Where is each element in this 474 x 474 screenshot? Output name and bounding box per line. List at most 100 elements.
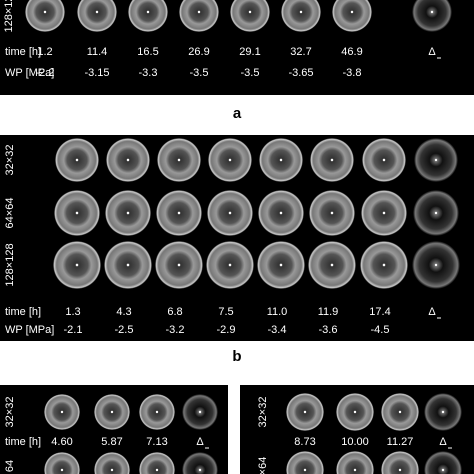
scan-center bbox=[126, 211, 130, 215]
scan-center bbox=[60, 410, 64, 414]
scan-image bbox=[94, 452, 130, 474]
wp-value: -2.1 bbox=[64, 324, 83, 336]
scan-center bbox=[303, 410, 307, 414]
scan-image bbox=[139, 452, 175, 474]
scan-center bbox=[228, 211, 232, 215]
scan-center bbox=[198, 410, 202, 414]
scan-center bbox=[228, 263, 232, 267]
scan-image bbox=[412, 0, 452, 32]
time-value: 6.8 bbox=[167, 306, 182, 318]
wp-value: -3.8 bbox=[343, 67, 362, 79]
time-value: Δ bbox=[196, 436, 204, 448]
wp-value: -3.65 bbox=[288, 67, 313, 79]
scan-image bbox=[25, 0, 65, 32]
row-label: 64 bbox=[4, 460, 16, 472]
scan-center bbox=[177, 263, 181, 267]
time-value: 16.5 bbox=[137, 46, 158, 58]
scan-center bbox=[43, 10, 47, 14]
wp-value: -2.9 bbox=[217, 324, 236, 336]
scan-center bbox=[75, 211, 79, 215]
scan-center bbox=[248, 10, 252, 14]
time-value: 11.9 bbox=[318, 306, 339, 318]
scan-center bbox=[330, 211, 334, 215]
scan-image bbox=[230, 0, 270, 32]
scan-center bbox=[382, 211, 386, 215]
wp-value: -3.6 bbox=[319, 324, 338, 336]
scan-center bbox=[353, 468, 357, 472]
wp-value: -2.2 bbox=[36, 67, 55, 79]
scan-center bbox=[382, 263, 386, 267]
scan-image bbox=[128, 0, 168, 32]
scan-image bbox=[281, 0, 321, 32]
scan-center bbox=[299, 10, 303, 14]
scan-center bbox=[279, 211, 283, 215]
wp-value: -2.5 bbox=[115, 324, 134, 336]
panel-label: b bbox=[232, 348, 241, 365]
wp-value: -3.5 bbox=[241, 67, 260, 79]
time-value: 46.9 bbox=[341, 46, 362, 58]
scan-center bbox=[279, 263, 283, 267]
row-label: 128×128 bbox=[4, 243, 16, 286]
scan-center bbox=[353, 410, 357, 414]
time-value: 26.9 bbox=[188, 46, 209, 58]
wp-value: -4.5 bbox=[371, 324, 390, 336]
wp-value: -3.3 bbox=[139, 67, 158, 79]
scan-center bbox=[382, 158, 386, 162]
scan-center bbox=[126, 158, 130, 162]
time-value: 8.73 bbox=[294, 436, 315, 448]
panel-label: a bbox=[233, 105, 242, 122]
row-label: ×64 bbox=[257, 457, 269, 474]
time-value: 7.5 bbox=[218, 306, 233, 318]
time-value: 29.1 bbox=[239, 46, 260, 58]
scan-center bbox=[398, 468, 402, 472]
time-value: 7.13 bbox=[146, 436, 167, 448]
time-label: time [h] bbox=[5, 306, 41, 318]
scan-image bbox=[44, 452, 80, 474]
scan-center bbox=[434, 211, 438, 215]
scan-image bbox=[286, 451, 324, 474]
scan-image bbox=[336, 451, 374, 474]
scan-center bbox=[155, 410, 159, 414]
time-value: 4.60 bbox=[51, 436, 72, 448]
time-value: 11.0 bbox=[267, 306, 288, 318]
scan-center bbox=[430, 10, 434, 14]
row-label: 32×32 bbox=[257, 397, 269, 428]
wp-value: -3.5 bbox=[190, 67, 209, 79]
scan-center bbox=[398, 410, 402, 414]
wp-label: WP [MPa] bbox=[5, 324, 54, 336]
scan-center bbox=[126, 263, 130, 267]
time-value: 1.2 bbox=[37, 46, 52, 58]
time-value: 10.00 bbox=[341, 436, 369, 448]
scan-center bbox=[110, 468, 114, 472]
row-label: 128×12 bbox=[3, 0, 15, 33]
scan-center bbox=[279, 158, 283, 162]
time-value: 11.4 bbox=[87, 46, 108, 58]
scan-image bbox=[332, 0, 372, 32]
scan-center bbox=[350, 10, 354, 14]
time-value: 32.7 bbox=[290, 46, 311, 58]
time-value: Δ bbox=[439, 436, 447, 448]
wp-value: -3.2 bbox=[166, 324, 185, 336]
content: 128×12 time [h] WP [MPa] 1.2 11.4 16.5 26.9 29.… bbox=[3, 0, 462, 474]
scan-center bbox=[303, 468, 307, 472]
scan-center bbox=[177, 158, 181, 162]
scan-center bbox=[330, 158, 334, 162]
time-value: 4.3 bbox=[116, 306, 131, 318]
scan-center bbox=[198, 468, 202, 472]
scan-image bbox=[381, 451, 419, 474]
scan-center bbox=[177, 211, 181, 215]
time-value: Δ bbox=[428, 46, 436, 58]
scan-center bbox=[60, 468, 64, 472]
scan-center bbox=[146, 10, 150, 14]
wp-label: WP [MPa] bbox=[5, 67, 54, 79]
time-value: 17.4 bbox=[369, 306, 390, 318]
scan-image bbox=[179, 0, 219, 32]
time-value: Δ bbox=[428, 306, 436, 318]
row-label: 64×64 bbox=[4, 198, 16, 229]
scan-center bbox=[110, 410, 114, 414]
time-label: time [h] bbox=[5, 46, 41, 58]
time-value: 5.87 bbox=[101, 436, 122, 448]
scan-center bbox=[228, 158, 232, 162]
